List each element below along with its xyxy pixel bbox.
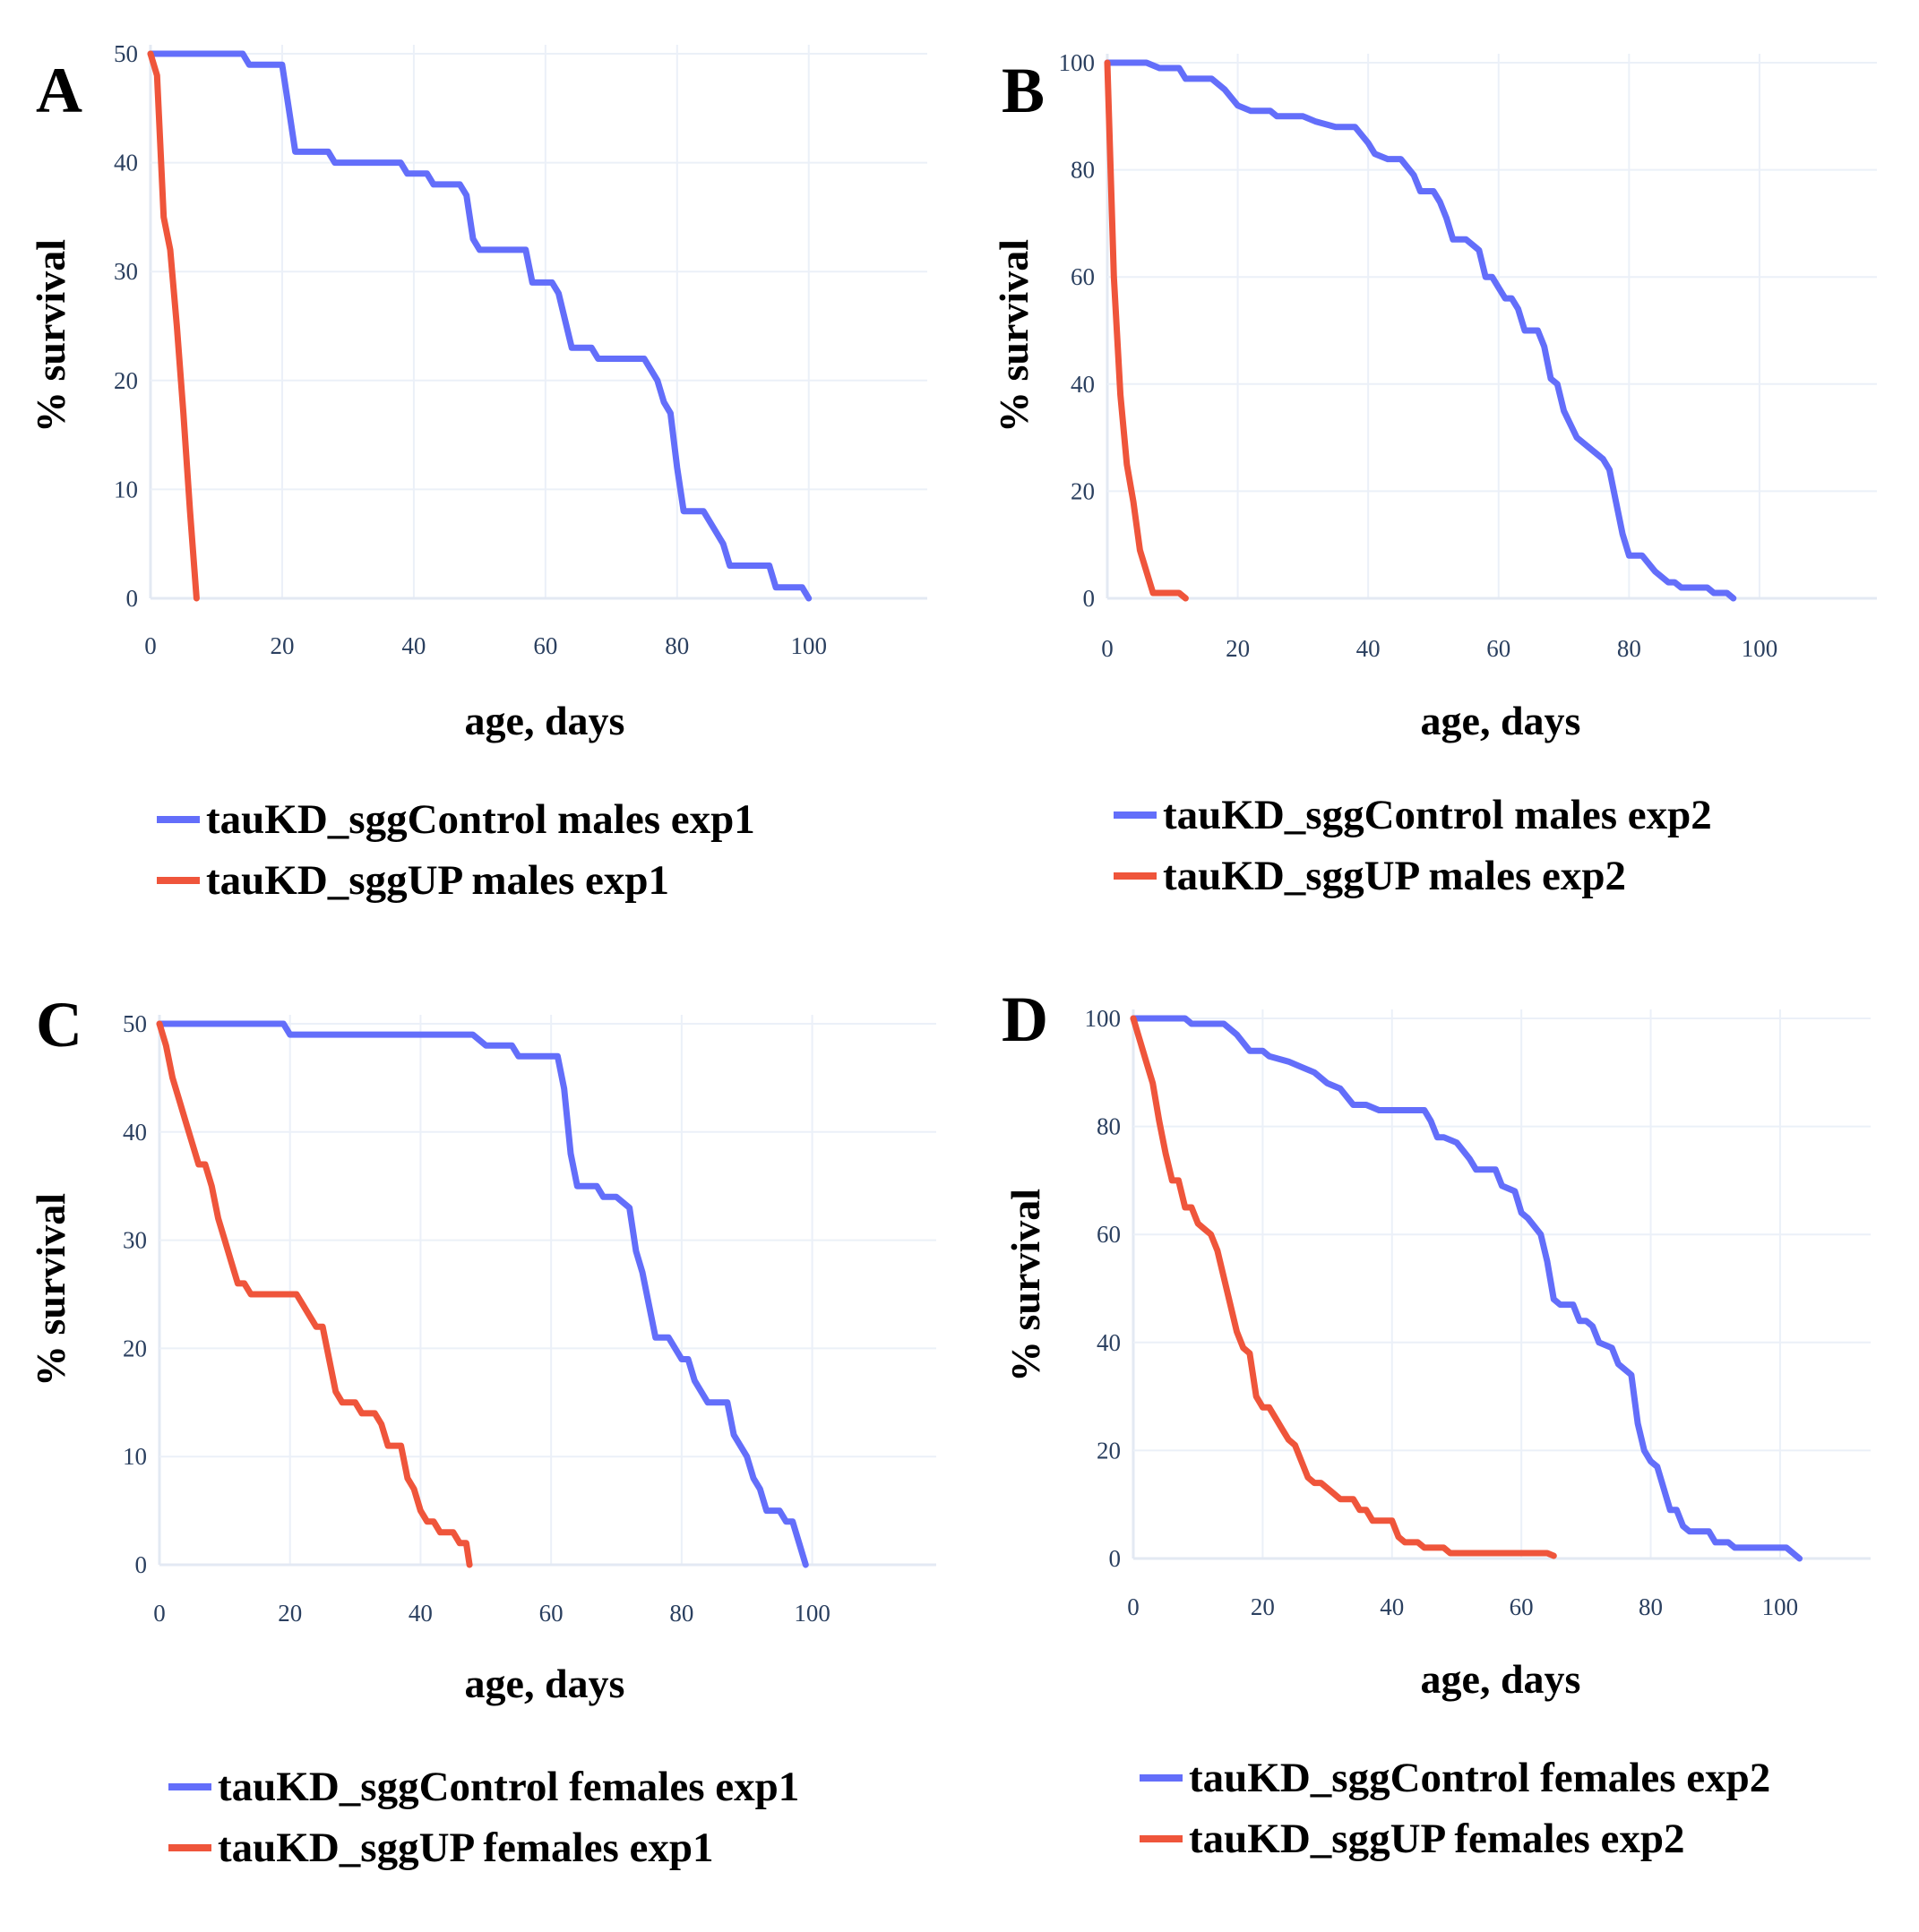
x-tick-label: 0 bbox=[144, 632, 157, 659]
chart-panel-b: 0 20 40 60 80 100 0 20 40 60 80 100 B % survival age, … bbox=[991, 49, 1877, 899]
x-tick-label: 40 bbox=[1380, 1593, 1404, 1620]
y-tick-label: 0 bbox=[1109, 1545, 1122, 1572]
y-tick-label: 20 bbox=[1097, 1437, 1121, 1464]
y-tick-label: 100 bbox=[1059, 49, 1096, 76]
y-tick-label: 40 bbox=[123, 1119, 147, 1146]
y-tick-label: 10 bbox=[123, 1443, 147, 1470]
x-tick-label: 80 bbox=[1639, 1593, 1663, 1620]
y-tick-label: 20 bbox=[1071, 477, 1095, 504]
x-tick-label: 60 bbox=[539, 1600, 564, 1627]
x-axis-title: age, days bbox=[465, 698, 625, 743]
x-tick-label: 40 bbox=[409, 1600, 433, 1627]
x-tick-label: 100 bbox=[1742, 635, 1778, 662]
y-tick-label: 40 bbox=[1071, 371, 1095, 398]
y-tick-label: 60 bbox=[1097, 1221, 1121, 1248]
x-tick-label: 0 bbox=[153, 1600, 166, 1627]
x-tick-label: 40 bbox=[401, 632, 426, 659]
legend-label-control: tauKD_sggControl males exp2 bbox=[1163, 792, 1712, 838]
x-tick-label: 0 bbox=[1127, 1593, 1140, 1620]
y-tick-label: 80 bbox=[1071, 157, 1095, 184]
y-tick-label: 30 bbox=[123, 1227, 147, 1254]
x-tick-label: 20 bbox=[1226, 635, 1250, 662]
y-axis-title: % survival bbox=[28, 239, 73, 433]
x-tick-label: 20 bbox=[1251, 1593, 1275, 1620]
series-line-up bbox=[1104, 59, 1189, 602]
x-tick-label: 40 bbox=[1356, 635, 1381, 662]
y-tick-label: 20 bbox=[114, 367, 138, 394]
panel-letter: A bbox=[36, 55, 82, 126]
legend-label-up: tauKD_sggUP females exp2 bbox=[1189, 1816, 1685, 1862]
x-tick-label: 0 bbox=[1101, 635, 1114, 662]
y-tick-label: 60 bbox=[1071, 263, 1095, 290]
x-tick-label: 20 bbox=[278, 1600, 302, 1627]
series-line-control bbox=[1104, 59, 1737, 602]
legend-label-up: tauKD_sggUP males exp2 bbox=[1163, 853, 1626, 899]
x-tick-label: 80 bbox=[669, 1600, 693, 1627]
y-tick-label: 10 bbox=[114, 476, 138, 502]
y-tick-label: 40 bbox=[114, 150, 138, 176]
y-tick-label: 50 bbox=[123, 1010, 147, 1037]
y-tick-label: 50 bbox=[114, 40, 138, 67]
y-tick-label: 0 bbox=[1083, 585, 1096, 612]
y-axis-title: % survival bbox=[991, 239, 1037, 433]
y-tick-label: 30 bbox=[114, 258, 138, 285]
x-tick-label: 60 bbox=[533, 632, 557, 659]
panel-letter: B bbox=[1002, 55, 1045, 126]
panel-letter: C bbox=[36, 989, 82, 1060]
x-tick-label: 60 bbox=[1510, 1593, 1534, 1620]
series-line-control bbox=[1130, 1015, 1803, 1562]
chart-panel-d: 0 20 40 60 80 100 0 20 40 60 80 100 D % survival age, … bbox=[1002, 983, 1871, 1862]
y-tick-label: 80 bbox=[1097, 1113, 1121, 1140]
x-tick-label: 100 bbox=[1762, 1593, 1799, 1620]
x-tick-label: 100 bbox=[790, 632, 827, 659]
series-line-control bbox=[147, 50, 813, 602]
legend-label-up: tauKD_sggUP females exp1 bbox=[218, 1825, 714, 1871]
legend-label-up: tauKD_sggUP males exp1 bbox=[206, 857, 669, 904]
series-line-up bbox=[156, 1020, 473, 1568]
y-axis-title: % survival bbox=[1003, 1189, 1048, 1382]
series-line-up bbox=[1130, 1015, 1557, 1559]
x-axis-title: age, days bbox=[1421, 1656, 1581, 1702]
x-tick-label: 60 bbox=[1486, 635, 1510, 662]
x-axis-title: age, days bbox=[1421, 698, 1581, 743]
y-axis-title: % survival bbox=[28, 1193, 73, 1387]
legend-label-control: tauKD_sggControl males exp1 bbox=[206, 796, 755, 843]
x-tick-label: 80 bbox=[665, 632, 689, 659]
x-tick-label: 20 bbox=[270, 632, 294, 659]
series-line-up bbox=[147, 50, 200, 602]
legend-label-control: tauKD_sggControl females exp1 bbox=[218, 1764, 799, 1810]
chart-panel-c: 0 20 40 60 80 100 0 10 20 30 40 50 C % survival age, d… bbox=[28, 989, 936, 1871]
panel-letter: D bbox=[1002, 983, 1048, 1055]
y-tick-label: 40 bbox=[1097, 1329, 1121, 1356]
chart-panel-a: 0 20 40 60 80 100 0 10 20 30 40 50 A % survival age, d… bbox=[28, 40, 927, 904]
y-tick-label: 100 bbox=[1085, 1005, 1122, 1032]
legend-label-control: tauKD_sggControl females exp2 bbox=[1189, 1755, 1770, 1801]
x-tick-label: 100 bbox=[794, 1600, 830, 1627]
x-axis-title: age, days bbox=[465, 1661, 625, 1706]
y-tick-label: 0 bbox=[126, 585, 139, 612]
x-tick-label: 80 bbox=[1617, 635, 1641, 662]
y-tick-label: 20 bbox=[123, 1335, 147, 1361]
series-line-control bbox=[156, 1020, 809, 1568]
y-tick-label: 0 bbox=[135, 1551, 148, 1578]
